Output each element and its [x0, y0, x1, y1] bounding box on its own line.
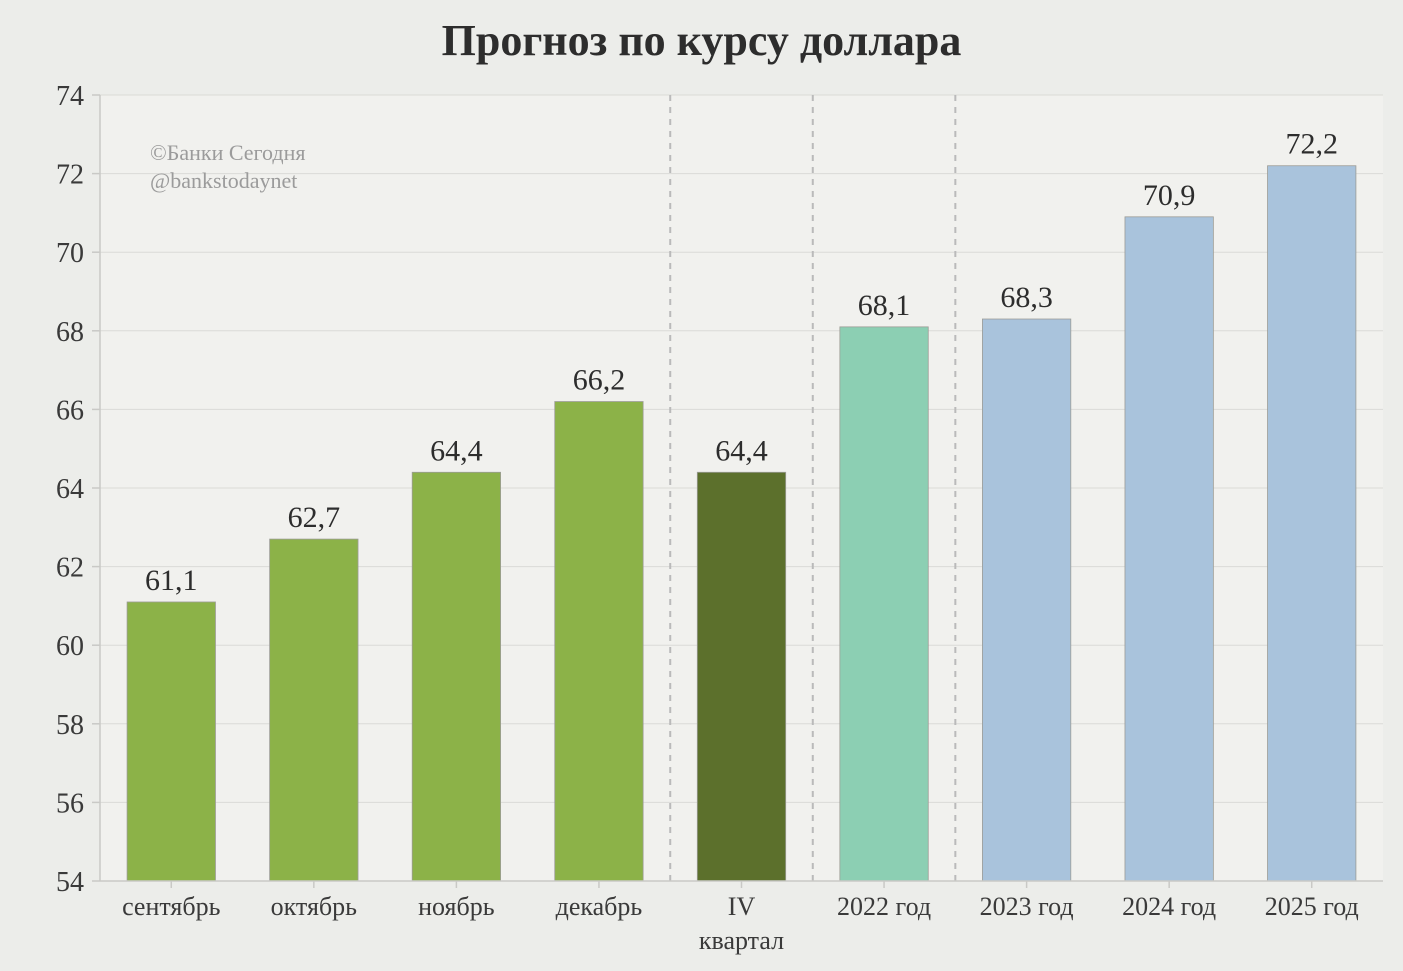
- watermark-line1: ©Банки Сегодня: [150, 140, 305, 165]
- y-tick-label: 72: [56, 160, 84, 191]
- bar-value-label: 66,2: [573, 364, 626, 397]
- bar-value-label: 64,4: [715, 434, 768, 467]
- y-tick-label: 74: [56, 81, 84, 112]
- bar: 64.4: [412, 472, 500, 881]
- x-tick-label-line2: квартал: [699, 926, 784, 955]
- x-tick-label: IV: [728, 892, 756, 921]
- bar-value-label: 68,3: [1000, 281, 1053, 314]
- bar-value-label: 62,7: [288, 501, 341, 534]
- x-tick-label: 2025 год: [1265, 892, 1359, 921]
- bar: 68.1: [840, 327, 928, 881]
- y-tick-label: 54: [56, 867, 84, 898]
- bar-value-label: 64,4: [430, 434, 483, 467]
- y-tick-label: 58: [56, 710, 84, 741]
- y-tick-label: 66: [56, 395, 84, 426]
- x-tick-label: 2023 год: [980, 892, 1074, 921]
- y-tick-label: 56: [56, 788, 84, 819]
- bar: 72.2: [1268, 166, 1356, 881]
- y-tick-label: 64: [56, 474, 84, 505]
- bar: 64.4: [697, 472, 785, 881]
- bar: 62.7: [270, 539, 358, 881]
- watermark-line2: @bankstodaynet: [150, 168, 297, 193]
- bar-value-label: 70,9: [1143, 179, 1196, 212]
- dollar-forecast-chart: 54 56 58 60 62 64 66 68 70 72 74 61.1 61,1 сентябрь 62…: [0, 0, 1403, 971]
- bar: 66.2: [555, 402, 643, 881]
- y-tick-label: 62: [56, 553, 84, 584]
- bar: 70.9: [1125, 217, 1213, 881]
- x-tick-label: октябрь: [271, 892, 357, 921]
- bar-value-label: 72,2: [1285, 128, 1338, 161]
- bar-value-label: 61,1: [145, 564, 198, 597]
- x-tick-label: ноябрь: [418, 892, 495, 921]
- x-tick-label: сентябрь: [122, 892, 221, 921]
- x-tick-label: 2022 год: [837, 892, 931, 921]
- bar-value-label: 68,1: [858, 289, 911, 322]
- x-tick-label: декабрь: [556, 892, 643, 921]
- bar: 61.1: [127, 602, 215, 881]
- x-tick-label: 2024 год: [1122, 892, 1216, 921]
- bar: 68.3: [982, 319, 1070, 881]
- y-tick-label: 70: [56, 238, 84, 269]
- y-tick-label: 60: [56, 631, 84, 662]
- y-tick-label: 68: [56, 317, 84, 348]
- chart-title: Прогноз по курсу доллара: [442, 16, 962, 65]
